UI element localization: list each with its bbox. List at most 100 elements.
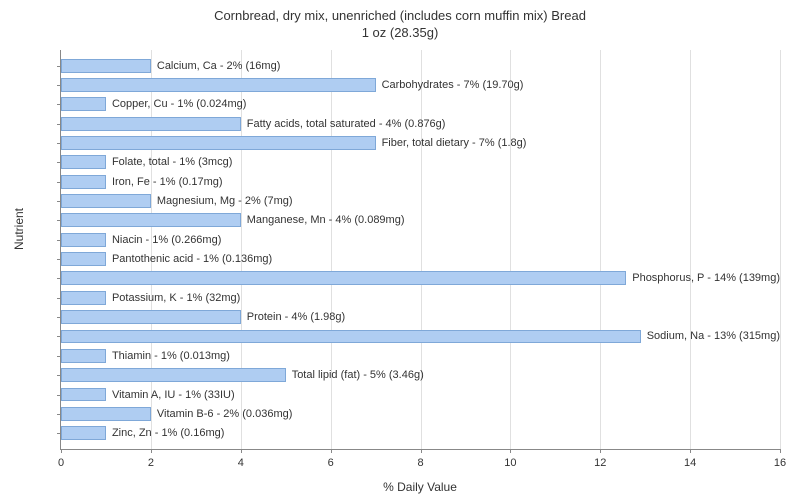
y-axis-label: Nutrient <box>12 208 26 250</box>
bar-row: Manganese, Mn - 4% (0.089mg) <box>61 211 780 230</box>
bar-row: Thiamin - 1% (0.013mg) <box>61 346 780 365</box>
bar-row: Phosphorus, P - 14% (139mg) <box>61 269 780 288</box>
bar <box>61 213 241 227</box>
bar-row: Potassium, K - 1% (32mg) <box>61 288 780 307</box>
bar <box>61 78 376 92</box>
x-tick-label: 12 <box>594 457 606 469</box>
y-tick-mark <box>57 259 61 260</box>
nutrient-bar-chart: Cornbread, dry mix, unenriched (includes… <box>0 0 800 500</box>
x-tick-mark <box>600 449 601 453</box>
y-tick-mark <box>57 85 61 86</box>
bar-label: Thiamin - 1% (0.013mg) <box>112 350 230 362</box>
x-tick-mark <box>151 449 152 453</box>
y-tick-mark <box>57 143 61 144</box>
bar-label: Pantothenic acid - 1% (0.136mg) <box>112 253 272 265</box>
bar-label: Calcium, Ca - 2% (16mg) <box>157 60 280 72</box>
bar-row: Magnesium, Mg - 2% (7mg) <box>61 191 780 210</box>
y-tick-mark <box>57 395 61 396</box>
bar-label: Folate, total - 1% (3mcg) <box>112 156 232 168</box>
bar-label: Total lipid (fat) - 5% (3.46g) <box>292 369 424 381</box>
y-tick-mark <box>57 298 61 299</box>
bar-label: Zinc, Zn - 1% (0.16mg) <box>112 427 224 439</box>
bar-label: Niacin - 1% (0.266mg) <box>112 234 221 246</box>
bar-row: Niacin - 1% (0.266mg) <box>61 230 780 249</box>
y-tick-mark <box>57 433 61 434</box>
y-tick-mark <box>57 336 61 337</box>
bar-label: Protein - 4% (1.98g) <box>247 311 345 323</box>
x-tick-label: 2 <box>148 457 154 469</box>
plot-area: 0246810121416 Calcium, Ca - 2% (16mg)Car… <box>60 50 780 450</box>
title-line-2: 1 oz (28.35g) <box>362 25 439 40</box>
bar-row: Iron, Fe - 1% (0.17mg) <box>61 172 780 191</box>
bar-label: Vitamin B-6 - 2% (0.036mg) <box>157 408 293 420</box>
x-tick-label: 0 <box>58 457 64 469</box>
bar <box>61 155 106 169</box>
x-tick-label: 10 <box>504 457 516 469</box>
bar <box>61 175 106 189</box>
bar-label: Iron, Fe - 1% (0.17mg) <box>112 176 223 188</box>
bar-label: Carbohydrates - 7% (19.70g) <box>382 79 524 91</box>
gridline <box>780 50 781 449</box>
bar-row: Pantothenic acid - 1% (0.136mg) <box>61 249 780 268</box>
bar <box>61 194 151 208</box>
x-tick-label: 14 <box>684 457 696 469</box>
y-tick-mark <box>57 104 61 105</box>
x-axis-label: % Daily Value <box>60 480 780 494</box>
bar-label: Copper, Cu - 1% (0.024mg) <box>112 98 247 110</box>
bar <box>61 233 106 247</box>
bar-row: Calcium, Ca - 2% (16mg) <box>61 56 780 75</box>
x-tick-mark <box>421 449 422 453</box>
bar-label: Fatty acids, total saturated - 4% (0.876… <box>247 118 446 130</box>
x-tick-mark <box>690 449 691 453</box>
bar-label: Potassium, K - 1% (32mg) <box>112 292 240 304</box>
chart-title: Cornbread, dry mix, unenriched (includes… <box>0 0 800 42</box>
y-tick-mark <box>57 414 61 415</box>
bar <box>61 291 106 305</box>
bar-label: Vitamin A, IU - 1% (33IU) <box>112 389 235 401</box>
bar-label: Manganese, Mn - 4% (0.089mg) <box>247 214 405 226</box>
bar-row: Vitamin B-6 - 2% (0.036mg) <box>61 404 780 423</box>
bar-row: Protein - 4% (1.98g) <box>61 307 780 326</box>
bar <box>61 136 376 150</box>
y-tick-mark <box>57 240 61 241</box>
bar-row: Copper, Cu - 1% (0.024mg) <box>61 95 780 114</box>
bar-label: Fiber, total dietary - 7% (1.8g) <box>382 137 527 149</box>
bar-row: Zinc, Zn - 1% (0.16mg) <box>61 424 780 443</box>
x-tick-mark <box>510 449 511 453</box>
bar <box>61 97 106 111</box>
x-tick-mark <box>61 449 62 453</box>
bar-row: Folate, total - 1% (3mcg) <box>61 153 780 172</box>
y-tick-mark <box>57 356 61 357</box>
x-tick-mark <box>780 449 781 453</box>
bar-row: Vitamin A, IU - 1% (33IU) <box>61 385 780 404</box>
x-tick-label: 6 <box>328 457 334 469</box>
y-tick-mark <box>57 278 61 279</box>
y-tick-mark <box>57 375 61 376</box>
x-tick-label: 4 <box>238 457 244 469</box>
bar-row: Carbohydrates - 7% (19.70g) <box>61 75 780 94</box>
bar <box>61 59 151 73</box>
bar <box>61 388 106 402</box>
bar <box>61 407 151 421</box>
x-tick-label: 8 <box>417 457 423 469</box>
bar <box>61 271 626 285</box>
bar <box>61 117 241 131</box>
bar <box>61 330 641 344</box>
bar-label: Magnesium, Mg - 2% (7mg) <box>157 195 293 207</box>
y-tick-mark <box>57 66 61 67</box>
bar-row: Fatty acids, total saturated - 4% (0.876… <box>61 114 780 133</box>
y-tick-mark <box>57 162 61 163</box>
y-tick-mark <box>57 317 61 318</box>
bar <box>61 426 106 440</box>
bar-row: Fiber, total dietary - 7% (1.8g) <box>61 133 780 152</box>
x-tick-mark <box>241 449 242 453</box>
bars-container: Calcium, Ca - 2% (16mg) Carbohydrates - 7… <box>61 56 780 443</box>
y-tick-mark <box>57 182 61 183</box>
x-tick-mark <box>331 449 332 453</box>
bar <box>61 349 106 363</box>
title-line-1: Cornbread, dry mix, unenriched (includes… <box>214 8 586 23</box>
bar-row: Sodium, Na - 13% (315mg) <box>61 327 780 346</box>
y-tick-mark <box>57 220 61 221</box>
bar-label: Phosphorus, P - 14% (139mg) <box>632 272 780 284</box>
bar <box>61 252 106 266</box>
